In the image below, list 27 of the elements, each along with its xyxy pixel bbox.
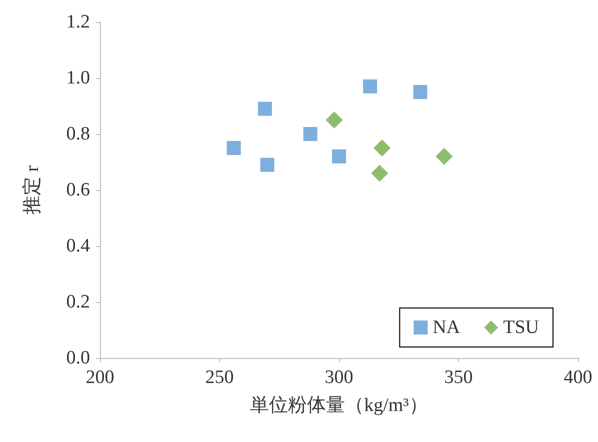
point — [363, 79, 378, 94]
point — [326, 112, 343, 128]
legend-label: TSU — [503, 317, 540, 338]
x-axis-title: 単位粉体量（kg/m³） — [250, 395, 428, 416]
point — [226, 141, 241, 155]
legend-label: NA — [432, 317, 460, 338]
point — [260, 158, 274, 172]
x-tick-label: 300 — [324, 367, 354, 388]
y-tick-label: 1.2 — [66, 12, 90, 32]
point — [332, 149, 346, 164]
x-tick-label: 350 — [444, 367, 473, 388]
y-tick-label: 0.2 — [66, 292, 90, 312]
point — [371, 164, 388, 182]
x-tick-label: 400 — [564, 367, 592, 388]
point — [374, 140, 391, 156]
point — [258, 102, 272, 116]
x-tick-label: 250 — [205, 367, 234, 388]
y-tick-label: 0.8 — [66, 124, 90, 144]
y-tick-label: 0.4 — [66, 236, 90, 256]
y-tick-label: 1.0 — [66, 68, 90, 88]
point — [436, 148, 453, 165]
y-tick-label: 0.6 — [66, 180, 90, 200]
y-tick-label: 0.0 — [66, 348, 90, 368]
x-tick-label: 200 — [86, 367, 114, 388]
point — [413, 85, 428, 99]
point — [303, 127, 318, 141]
y-axis-title: 推定 r — [21, 164, 43, 215]
